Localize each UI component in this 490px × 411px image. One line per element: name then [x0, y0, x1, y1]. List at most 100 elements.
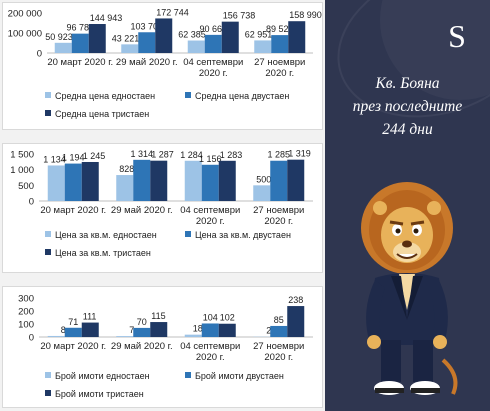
- heading-line-2: през последните: [352, 98, 463, 115]
- x-tick-label: 2020 г.: [264, 352, 293, 363]
- data-label: 1 285: [267, 150, 290, 160]
- y-tick-label: 100 000: [8, 29, 42, 40]
- listings-count-chart-svg: 300 200 100 0 871 111 20 март 2020 г. 770 115 29 …: [18, 294, 313, 399]
- legend-swatch-1: [45, 231, 51, 237]
- bar-2: [64, 327, 82, 337]
- data-label: 103 705: [130, 21, 163, 31]
- x-tick-label: 20 март 2020 г.: [40, 205, 106, 216]
- info-panel: S Кв. Бояна през последните 244 дни: [325, 0, 490, 411]
- bar-1: [253, 185, 271, 201]
- data-label: 1 194: [62, 153, 85, 163]
- heading-line-3: 244 дни: [382, 121, 433, 138]
- x-tick-label: 27 ноември: [253, 205, 304, 216]
- legend-label: Цена за кв.м. тристаен: [55, 248, 151, 258]
- bar-3: [81, 322, 99, 337]
- bar-3: [221, 21, 239, 53]
- bar-2: [64, 163, 82, 201]
- data-label: 172 744: [156, 7, 189, 17]
- y-tick-label: 1 500: [10, 150, 34, 161]
- y-tick-label: 500: [18, 181, 34, 192]
- bar-3: [81, 161, 99, 201]
- y-tick-label: 300: [18, 294, 34, 305]
- x-tick-label: 29 май 2020 г.: [111, 205, 173, 216]
- data-label: 104: [203, 312, 218, 322]
- price-per-sqm-chart: 1 500 1 000 500 0 1 134 1 194 1 245 20 март 202…: [2, 143, 323, 273]
- bar-2: [133, 159, 151, 201]
- bar-3: [150, 160, 168, 201]
- bar-1: [54, 42, 72, 53]
- bar-3: [218, 323, 236, 337]
- lion-mascot-image: [361, 182, 458, 395]
- data-label: 158 990: [289, 10, 322, 20]
- brand-logo: S: [448, 18, 466, 54]
- bar-1: [187, 40, 205, 53]
- x-tick-label: 2020 г.: [196, 352, 225, 363]
- data-label: 1 245: [83, 151, 106, 161]
- legend-label: Брой имоти двустаен: [195, 371, 284, 381]
- bar-2: [138, 32, 156, 53]
- data-label: 1 283: [220, 150, 243, 160]
- panel-heading: Кв. Бояна през последните 244 дни: [325, 72, 490, 141]
- legend-swatch-3: [45, 390, 51, 396]
- data-label: 1 319: [288, 149, 311, 159]
- data-label: 1 314: [130, 149, 153, 159]
- x-tick-label: 2020 г.: [264, 216, 293, 227]
- y-tick-label: 1 000: [10, 165, 34, 176]
- data-label: 85: [274, 315, 284, 325]
- y-tick-label: 0: [37, 49, 42, 60]
- bar-3: [218, 160, 236, 201]
- bar-1: [47, 165, 65, 201]
- x-tick-label: 27 ноември: [254, 57, 305, 68]
- data-label: 1 156: [199, 154, 222, 164]
- bar-2: [270, 325, 288, 337]
- x-tick-label: 04 септември: [180, 205, 240, 216]
- bar-3: [288, 21, 306, 53]
- legend-label: Цена за кв.м. двустаен: [195, 230, 291, 240]
- bar-1: [121, 44, 139, 53]
- x-tick-label: 04 септември: [183, 57, 243, 68]
- bar-2: [71, 33, 89, 53]
- bar-3: [155, 18, 173, 53]
- data-label: 71: [68, 317, 78, 327]
- data-label: 70: [137, 317, 147, 327]
- legend-label: Средна цена едностаен: [55, 91, 155, 101]
- bar-1: [116, 175, 134, 201]
- y-tick-label: 200: [18, 307, 34, 318]
- bar-3: [287, 306, 305, 337]
- bar-2: [270, 160, 288, 201]
- avg-price-chart: 200 000 100 000 0 50 923 96 786 144 943 20 мар…: [2, 2, 323, 130]
- y-tick-label: 100: [18, 320, 34, 331]
- legend-label: Средна цена двустаен: [195, 91, 289, 101]
- x-tick-label: 29 май 2020 г.: [111, 341, 173, 352]
- y-tick-label: 0: [29, 197, 34, 208]
- data-label: 62 385: [178, 30, 206, 40]
- data-label: 828: [119, 164, 134, 174]
- data-label: 96 786: [66, 23, 94, 33]
- data-label: 62 951: [245, 29, 273, 39]
- bar-3: [287, 159, 305, 201]
- data-label: 7: [129, 325, 134, 335]
- legend-label: Брой имоти едностаен: [55, 371, 150, 381]
- data-label: 238: [288, 295, 303, 305]
- legend-swatch-1: [45, 372, 51, 378]
- x-tick-label: 27 ноември: [253, 341, 304, 352]
- data-label: 1 134: [43, 154, 66, 164]
- listings-count-chart: 300 200 100 0 8 71 111 20 март 2020 г. 7 70 115 29 …: [2, 286, 323, 408]
- y-tick-label: 200 000: [8, 9, 42, 20]
- heading-line-1: Кв. Бояна: [375, 75, 440, 92]
- bar-1: [184, 160, 202, 201]
- bar-2: [201, 164, 219, 201]
- legend-label: Цена за кв.м. едностаен: [55, 230, 157, 240]
- x-tick-label: 20 март 2020 г.: [40, 341, 106, 352]
- x-tick-label: 2020 г.: [196, 216, 225, 227]
- x-tick-label: 2020 г.: [265, 68, 294, 79]
- bar-1: [47, 335, 65, 337]
- legend-swatch-3: [45, 110, 51, 116]
- data-label: 8: [61, 325, 66, 335]
- data-label: 102: [220, 313, 235, 323]
- bar-2: [133, 327, 151, 337]
- x-tick-label: 04 септември: [180, 341, 240, 352]
- bar-2: [201, 323, 219, 337]
- bar-1: [254, 40, 272, 53]
